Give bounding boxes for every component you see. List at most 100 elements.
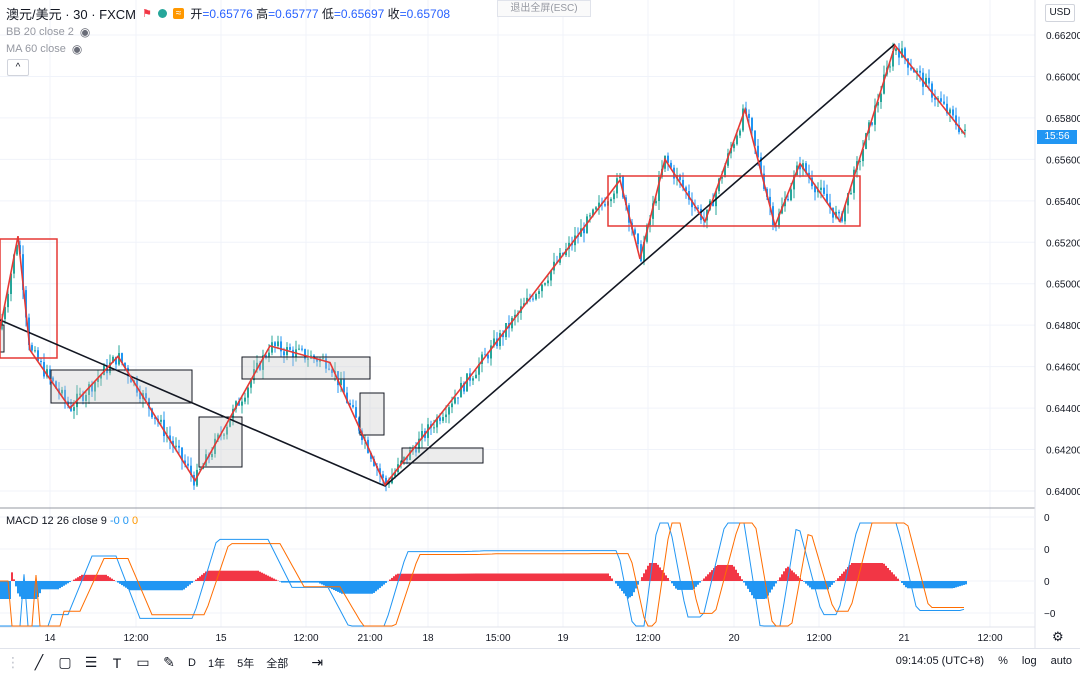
range-1y[interactable]: 1年 — [207, 657, 226, 670]
candle-body — [955, 115, 957, 125]
flag-icon[interactable]: ⚑ — [142, 8, 152, 20]
candle-body — [484, 354, 486, 356]
candle-body — [949, 109, 951, 114]
candle-body — [790, 189, 792, 201]
drag-handle-icon[interactable]: ⋮ — [6, 654, 20, 670]
candle-body — [826, 193, 828, 203]
indicator-bb[interactable]: BB 20 close 2 ◉ — [6, 25, 90, 39]
fib-tool-icon[interactable]: ☰ — [84, 654, 98, 670]
candle-body — [160, 419, 162, 422]
macd-tick: 0 — [1044, 513, 1050, 524]
candle-body — [499, 333, 501, 347]
time-tick: 21:00 — [357, 633, 382, 644]
candle-body — [466, 373, 468, 392]
candle-body — [418, 438, 420, 453]
candle-body — [328, 368, 330, 370]
gear-icon[interactable]: ⚙ — [1052, 629, 1064, 644]
time-axis-labels[interactable]: 14 12:00 15 12:00 21:00 18 15:00 19 12:00 20 12:00… — [44, 633, 1003, 644]
eye-icon[interactable]: ◉ — [71, 42, 83, 56]
candle-body — [658, 176, 660, 202]
candle-body — [778, 213, 780, 227]
candle-body — [13, 254, 15, 274]
macd-legend[interactable]: MACD 12 26 close 9 -0 0 0 — [6, 515, 138, 527]
candle-body — [478, 363, 480, 375]
candle-body — [436, 417, 438, 428]
candle-body — [583, 228, 585, 234]
range-5y[interactable]: 5年 — [237, 657, 255, 670]
price-axis-labels[interactable]: 0.66200 0.66000 0.65800 0.65600 0.65400 0.652… — [1046, 31, 1080, 498]
candle-body — [946, 103, 948, 114]
range-d[interactable]: D — [188, 656, 196, 669]
candle-body — [670, 162, 672, 168]
candle-body — [349, 403, 351, 406]
bottom-toolbar: ⋮ ╱ ▢ ☰ T ▭ ✎ D 1年 5年 全部 ⇥ 09:14:05 (UTC… — [0, 648, 1080, 676]
macd-hist-value: 0 — [131, 515, 139, 527]
candle-body — [952, 109, 954, 116]
candle-body — [958, 124, 960, 133]
price-tick: 0.64200 — [1046, 446, 1080, 457]
candle-body — [10, 273, 12, 294]
candle-body — [541, 284, 543, 292]
candle-body — [283, 351, 285, 356]
candle-body — [28, 317, 30, 346]
symbol-title[interactable]: 澳元/美元 · 30 · FXCM — [6, 7, 137, 22]
currency-button[interactable]: USD — [1045, 4, 1075, 22]
eye-icon[interactable]: ◉ — [79, 25, 91, 39]
percent-toggle[interactable]: % — [998, 655, 1008, 667]
time-tick: 19 — [557, 633, 569, 644]
indicator-ma-label: MA 60 close — [6, 43, 66, 55]
candle-body — [712, 200, 714, 207]
candle-body — [322, 358, 324, 360]
candle-body — [859, 161, 861, 163]
candle-body — [799, 165, 801, 170]
candle-body — [655, 201, 657, 204]
candle-body — [370, 452, 372, 459]
candle-body — [340, 379, 342, 386]
candle-body — [760, 157, 762, 174]
candle-body — [232, 408, 234, 421]
text-tool-icon[interactable]: T — [112, 654, 122, 671]
auto-toggle[interactable]: auto — [1050, 655, 1072, 667]
candle-body — [526, 297, 528, 304]
candle-body — [106, 365, 108, 374]
date-range-icon[interactable]: ⇥ — [311, 654, 324, 670]
candle-body — [547, 280, 549, 284]
candle-body — [535, 294, 537, 300]
candle-body — [595, 207, 597, 210]
price-tick: 0.66200 — [1046, 31, 1080, 42]
candle-body — [544, 283, 546, 285]
candle-body — [739, 130, 741, 136]
candle-body — [511, 317, 513, 329]
macd-signal-value: 0 — [122, 515, 129, 527]
candle-body — [733, 144, 735, 149]
line-tool-icon[interactable]: ╱ — [34, 654, 44, 670]
price-tick: 0.64400 — [1046, 404, 1080, 415]
clock[interactable]: 09:14:05 (UTC+8) — [895, 655, 985, 667]
candle-body — [433, 427, 435, 429]
time-tick: 12:00 — [806, 633, 831, 644]
time-tick: 12:00 — [293, 633, 318, 644]
comment-tool-icon[interactable]: ▭ — [136, 654, 150, 670]
candle-body — [298, 348, 300, 350]
range-all[interactable]: 全部 — [266, 657, 289, 670]
candle-body — [199, 469, 201, 471]
candle-body — [94, 381, 96, 392]
collapse-legend-button[interactable]: ^ — [7, 59, 29, 76]
brush-tool-icon[interactable]: ✎ — [163, 654, 175, 670]
candle-body — [880, 93, 882, 102]
rectangle-tool-icon[interactable]: ▢ — [58, 654, 72, 670]
compare-badge[interactable]: ≈ — [172, 8, 185, 19]
log-toggle[interactable]: log — [1021, 655, 1037, 667]
exit-fullscreen-button[interactable]: 退出全屏(ESC) — [497, 0, 591, 17]
indicator-ma[interactable]: MA 60 close ◉ — [6, 42, 82, 56]
candle-body — [49, 369, 51, 378]
consolidation-boxes — [0, 324, 484, 468]
candle-body — [40, 360, 42, 363]
price-tick: 0.66000 — [1046, 72, 1080, 83]
macd-tick: 0 — [1044, 577, 1050, 588]
candle-body — [97, 378, 99, 382]
candle-body — [793, 175, 795, 190]
candle-body — [112, 356, 114, 363]
price-tick: 0.65000 — [1046, 280, 1080, 291]
